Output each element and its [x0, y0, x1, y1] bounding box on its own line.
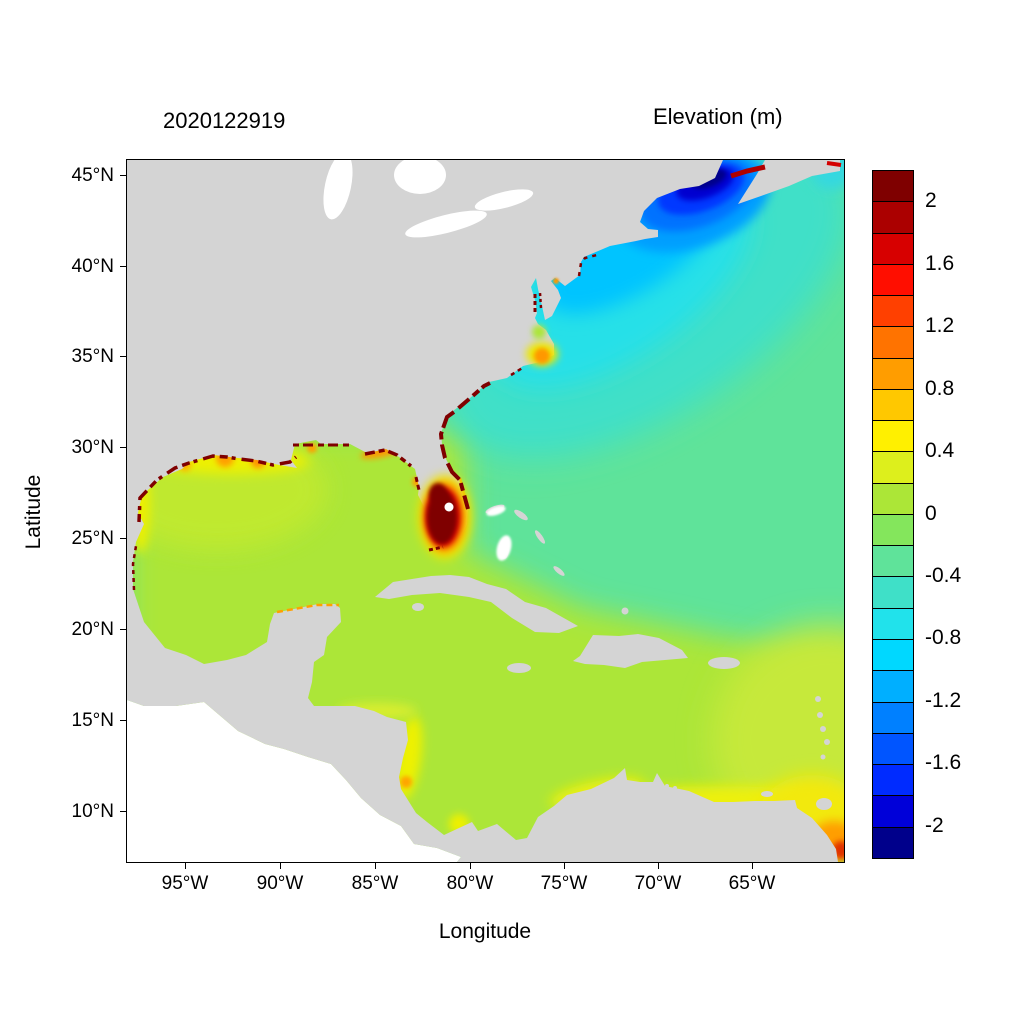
x-tick-65w: 65°W — [712, 862, 792, 895]
colorbar-segment — [873, 358, 913, 390]
island-trinidad — [816, 798, 832, 810]
colorbar-segment — [873, 577, 913, 609]
colorbar-segment — [873, 702, 913, 734]
x-tick-label: 75°W — [540, 873, 588, 894]
x-tick-90w: 90°W — [240, 862, 320, 895]
colorbar-segment — [873, 514, 913, 547]
y-axis-title: Latitude — [22, 474, 45, 550]
colorbar-segment — [873, 483, 913, 515]
island-jamaica — [507, 663, 531, 673]
y-tick-label: 10°N — [71, 801, 114, 822]
colorbar-segment — [873, 421, 913, 453]
bahama-banks — [496, 535, 512, 561]
x-tick-label: 80°W — [446, 873, 494, 894]
coastal-flood-overlays — [131, 161, 842, 614]
x-tick-label: 65°W — [728, 873, 776, 894]
island-hispaniola — [573, 634, 688, 668]
y-tick-15n: 15°N — [30, 709, 127, 733]
land-nova-scotia — [738, 160, 840, 204]
islands — [375, 504, 832, 810]
island-cuba — [375, 575, 578, 633]
pacific-no-data — [127, 700, 461, 862]
x-tick-label: 95°W — [161, 873, 209, 894]
colorbar-segment — [873, 671, 913, 703]
y-tick-40n: 40°N — [30, 255, 127, 279]
x-axis-title: Longitude — [438, 920, 532, 943]
x-tick-80w: 80°W — [430, 862, 510, 895]
y-tick-label: 45°N — [71, 165, 114, 186]
y-tick-25n: 25°N — [30, 527, 127, 551]
colorbar-segment — [873, 608, 913, 640]
colorbar-tick-label: -1.6 — [925, 751, 962, 775]
colorbar-tick-label: -2 — [925, 813, 944, 837]
colorbar-segment — [873, 389, 913, 422]
colorbar-segment — [873, 233, 913, 265]
y-tick-label: 35°N — [71, 346, 114, 367]
yucatan-coast-fringe — [276, 603, 339, 614]
colorbar-tick-label: -1.2 — [925, 688, 962, 712]
island-puerto-rico — [708, 657, 740, 669]
colorbar-segment — [873, 296, 913, 328]
y-tick-30n: 30°N — [30, 436, 127, 460]
pamlico-sound-high — [534, 348, 550, 364]
colorbar-labels: 2 1.6 1.2 0.8 0.4 0 -0.4 -0.8 -1.2 -1.6 -2 — [925, 170, 1015, 857]
x-tick-label: 90°W — [256, 873, 304, 894]
colorbar-tick-label: 0.8 — [925, 376, 955, 400]
colorbar-segments — [872, 170, 914, 859]
y-tick-20n: 20°N — [30, 618, 127, 642]
colorbar-segment — [873, 264, 913, 297]
colorbar-tick-label: 1.6 — [925, 251, 955, 275]
run-timestamp-title: 2020122919 — [163, 108, 286, 133]
gulf-coast-flood-fringe — [131, 443, 421, 591]
colorbar-segment — [873, 202, 913, 234]
colorbar-segment — [873, 639, 913, 672]
colorbar-segment — [873, 452, 913, 484]
x-tick-label: 85°W — [351, 873, 399, 894]
colorbar-segment — [873, 827, 913, 858]
x-tick-70w: 70°W — [618, 862, 698, 895]
east-coast-flood-fringe — [438, 253, 598, 510]
colorbar-title: Elevation (m) — [653, 104, 783, 129]
colorbar-segment — [873, 327, 913, 359]
colorbar-tick-label: 0.4 — [925, 439, 955, 463]
y-tick-10n: 10°N — [30, 800, 127, 824]
colorbar-tick-label: -0.8 — [925, 626, 962, 650]
y-tick-45n: 45°N — [30, 164, 127, 188]
colorbar-tick-label: 0 — [925, 501, 937, 525]
colorbar-tick-label: -0.4 — [925, 563, 962, 587]
y-tick-label: 40°N — [71, 256, 114, 277]
great-lakes — [323, 160, 534, 238]
x-tick-75w: 75°W — [524, 862, 604, 895]
map-plot-area — [126, 159, 845, 863]
colorbar-segment — [873, 796, 913, 828]
x-tick-95w: 95°W — [145, 862, 225, 895]
colorbar-segment — [873, 765, 913, 797]
colorbar-segment — [873, 171, 913, 203]
x-tick-85w: 85°W — [335, 862, 415, 895]
y-tick-35n: 35°N — [30, 345, 127, 369]
land-north-central-south-america — [127, 160, 838, 862]
x-tick-label: 70°W — [634, 873, 682, 894]
y-tick-label: 30°N — [71, 437, 114, 458]
y-tick-label: 25°N — [71, 528, 114, 549]
y-tick-label: 15°N — [71, 710, 114, 731]
lake-okeechobee — [444, 502, 454, 512]
colorbar-segment — [873, 546, 913, 578]
colorbar-segment — [873, 733, 913, 766]
colorbar-tick-label: 2 — [925, 189, 937, 213]
bay-of-fundy-flood-fringe — [730, 164, 766, 179]
y-tick-label: 20°N — [71, 619, 114, 640]
colorbar-tick-label: 1.2 — [925, 314, 955, 338]
elevation-map — [127, 160, 844, 862]
